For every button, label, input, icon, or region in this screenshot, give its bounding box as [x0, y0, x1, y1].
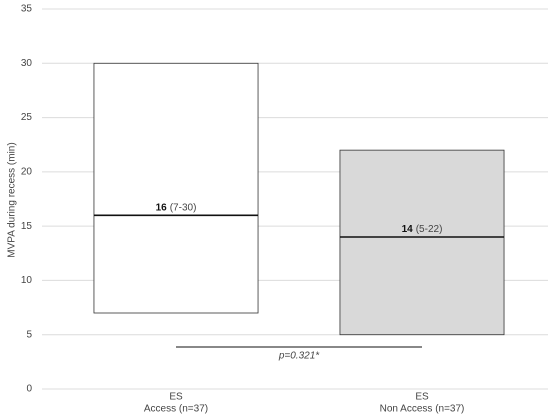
y-axis-label: MVPA during recess (min)	[7, 142, 18, 257]
median-label: 14 (5-22)	[402, 224, 443, 235]
median-value: 14	[402, 224, 414, 235]
y-tick-label: 15	[21, 221, 33, 232]
y-tick-label: 5	[26, 329, 32, 340]
x-tick-label: ES	[415, 392, 429, 403]
range-label: (7-30)	[170, 202, 197, 213]
y-tick-label: 0	[26, 384, 32, 395]
x-tick-label: Access (n=37)	[144, 404, 208, 415]
y-tick-label: 25	[21, 112, 33, 123]
y-tick-label: 30	[21, 58, 33, 69]
range-label: (5-22)	[416, 224, 443, 235]
y-tick-label: 35	[21, 4, 33, 15]
annotation: p=0.321*	[278, 351, 320, 362]
range-box	[339, 149, 505, 336]
median-label: 16 (7-30)	[156, 202, 197, 213]
x-tick-label: Non Access (n=37)	[380, 404, 465, 415]
median-value: 16	[156, 202, 168, 213]
x-tick-label: ES	[169, 392, 183, 403]
y-tick-label: 20	[21, 166, 33, 177]
y-tick-label: 10	[21, 275, 33, 286]
range-box	[93, 62, 259, 314]
